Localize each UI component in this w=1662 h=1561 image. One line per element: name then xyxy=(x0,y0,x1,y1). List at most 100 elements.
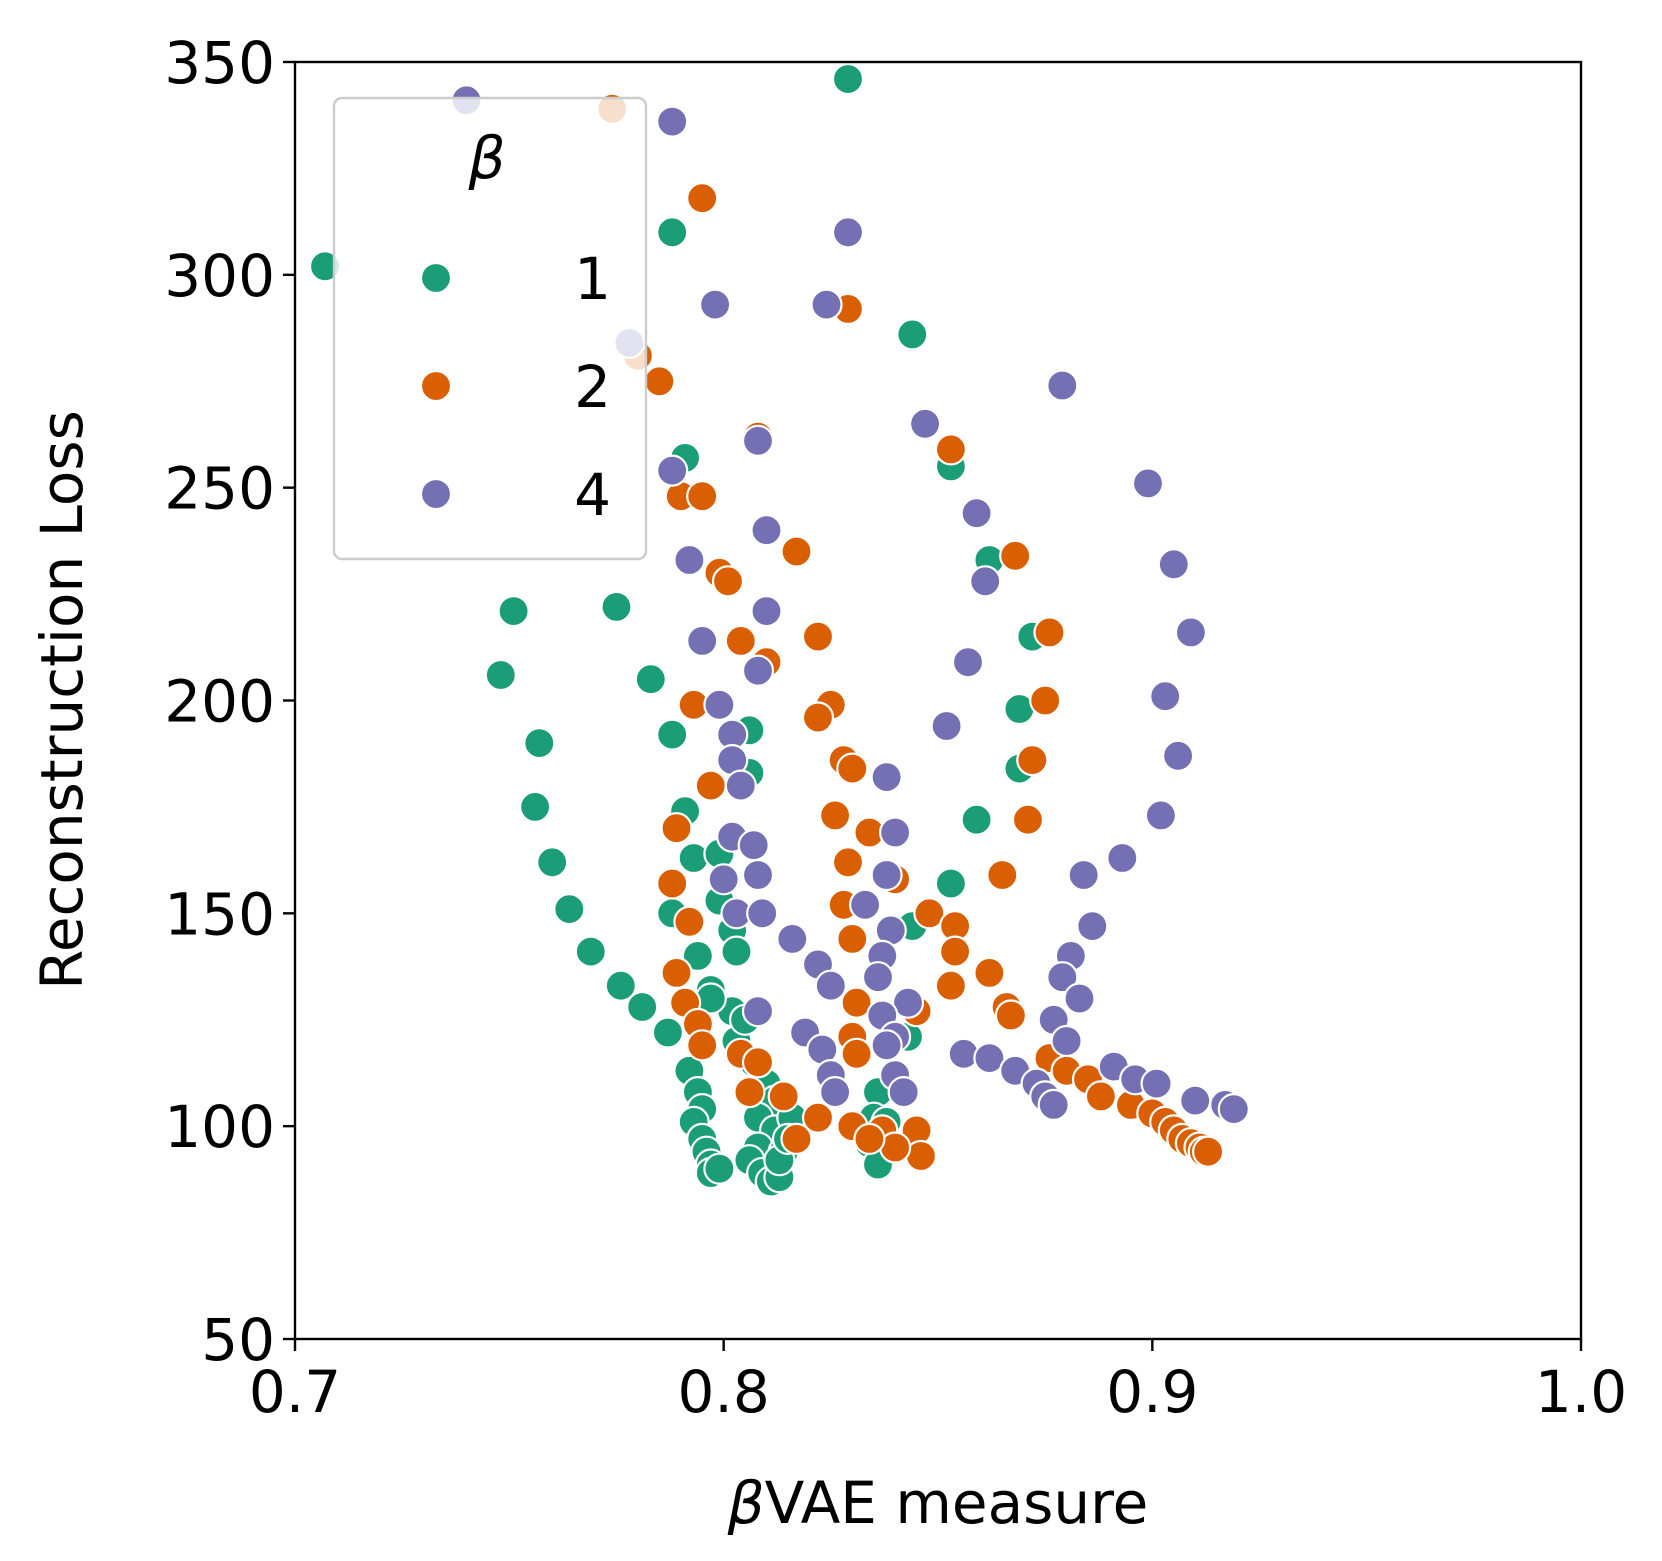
data-point xyxy=(870,760,903,794)
data-point xyxy=(497,594,530,628)
data-point xyxy=(1016,743,1049,777)
data-point xyxy=(741,1046,775,1079)
data-point xyxy=(994,999,1028,1032)
data-point xyxy=(767,1080,800,1113)
y-tick-label: 250 xyxy=(164,455,275,523)
data-point xyxy=(724,624,757,658)
data-point xyxy=(861,961,895,994)
data-point xyxy=(634,663,667,696)
x-tick-label: 0.9 xyxy=(1106,1358,1198,1426)
data-point xyxy=(720,935,753,968)
data-point xyxy=(643,365,676,398)
data-point xyxy=(660,956,693,990)
data-point xyxy=(711,565,745,598)
data-point xyxy=(660,812,693,845)
y-tick-label: 300 xyxy=(164,242,275,310)
data-point xyxy=(870,1029,903,1062)
data-point xyxy=(604,969,637,1002)
data-point xyxy=(1144,799,1178,832)
data-point xyxy=(831,216,865,249)
data-point xyxy=(930,709,963,743)
legend-label: 1 xyxy=(574,245,611,313)
data-point xyxy=(801,701,835,734)
data-point xyxy=(999,539,1032,572)
data-point xyxy=(1037,1088,1070,1122)
data-point xyxy=(750,594,783,628)
y-tick-label: 50 xyxy=(201,1306,275,1374)
data-point xyxy=(810,288,843,321)
data-point xyxy=(1063,982,1096,1015)
data-point xyxy=(656,216,689,249)
data-point xyxy=(741,424,775,457)
y-tick-label: 150 xyxy=(164,880,275,948)
data-point xyxy=(870,858,903,892)
data-point xyxy=(673,543,706,577)
data-point xyxy=(698,288,732,321)
data-point xyxy=(673,905,706,938)
data-point xyxy=(656,454,689,487)
y-axis-label: Reconstruction Loss xyxy=(28,410,96,990)
data-point xyxy=(656,105,689,138)
data-point xyxy=(831,846,865,879)
data-point xyxy=(1067,858,1100,892)
data-point xyxy=(1076,909,1109,943)
y-axis-ticks: 50 100 150 200 250 300 350 xyxy=(164,29,295,1374)
legend-box xyxy=(332,96,648,561)
series-2 xyxy=(596,92,1225,1173)
data-point xyxy=(1174,616,1208,649)
y-tick-label: 350 xyxy=(164,29,275,97)
data-point xyxy=(553,892,586,926)
data-point xyxy=(780,1122,813,1156)
legend-item-4: 4 xyxy=(419,461,611,529)
data-point xyxy=(1050,1024,1083,1058)
data-point xyxy=(686,1029,719,1062)
legend-item-2: 2 xyxy=(419,353,611,421)
data-point xyxy=(1217,1092,1250,1126)
data-points-layer xyxy=(308,62,1250,1198)
legend-label: 2 xyxy=(574,353,611,421)
data-point xyxy=(1157,548,1190,581)
data-point xyxy=(703,1152,736,1185)
data-point xyxy=(1191,1135,1225,1168)
data-point xyxy=(656,718,689,751)
x-axis-label-text: VAE measure xyxy=(765,1469,1149,1537)
series-4 xyxy=(450,84,1250,1126)
data-point xyxy=(1033,616,1066,649)
legend-label: 4 xyxy=(574,461,611,529)
data-point xyxy=(853,1122,886,1156)
data-point xyxy=(818,1075,852,1109)
data-point xyxy=(686,182,719,215)
data-point xyxy=(973,1041,1006,1075)
legend-marker xyxy=(419,261,453,295)
data-point xyxy=(1161,739,1195,772)
data-point xyxy=(887,1075,920,1109)
data-point xyxy=(737,829,770,862)
data-point xyxy=(1011,803,1045,836)
data-point xyxy=(750,514,783,547)
data-point xyxy=(960,803,993,836)
data-point xyxy=(681,939,715,973)
data-point xyxy=(703,688,736,721)
data-point xyxy=(523,726,556,760)
data-point xyxy=(934,867,968,900)
data-point xyxy=(960,497,993,530)
data-point xyxy=(536,846,569,879)
data-point xyxy=(913,897,946,930)
data-point xyxy=(848,888,882,921)
data-point xyxy=(741,858,775,892)
x-axis-label: βVAE measure xyxy=(727,1469,1149,1537)
data-point xyxy=(686,624,719,658)
data-point xyxy=(934,433,968,466)
data-point xyxy=(934,969,968,1002)
x-axis-label-beta: β xyxy=(727,1469,765,1537)
data-point xyxy=(1084,1080,1118,1113)
data-point xyxy=(626,990,659,1024)
data-point xyxy=(831,62,865,96)
data-point xyxy=(780,535,813,568)
data-point xyxy=(973,956,1006,990)
data-point xyxy=(814,969,847,1002)
data-point xyxy=(484,658,517,692)
legend-item-1: 1 xyxy=(419,245,611,313)
data-point xyxy=(801,1101,835,1134)
